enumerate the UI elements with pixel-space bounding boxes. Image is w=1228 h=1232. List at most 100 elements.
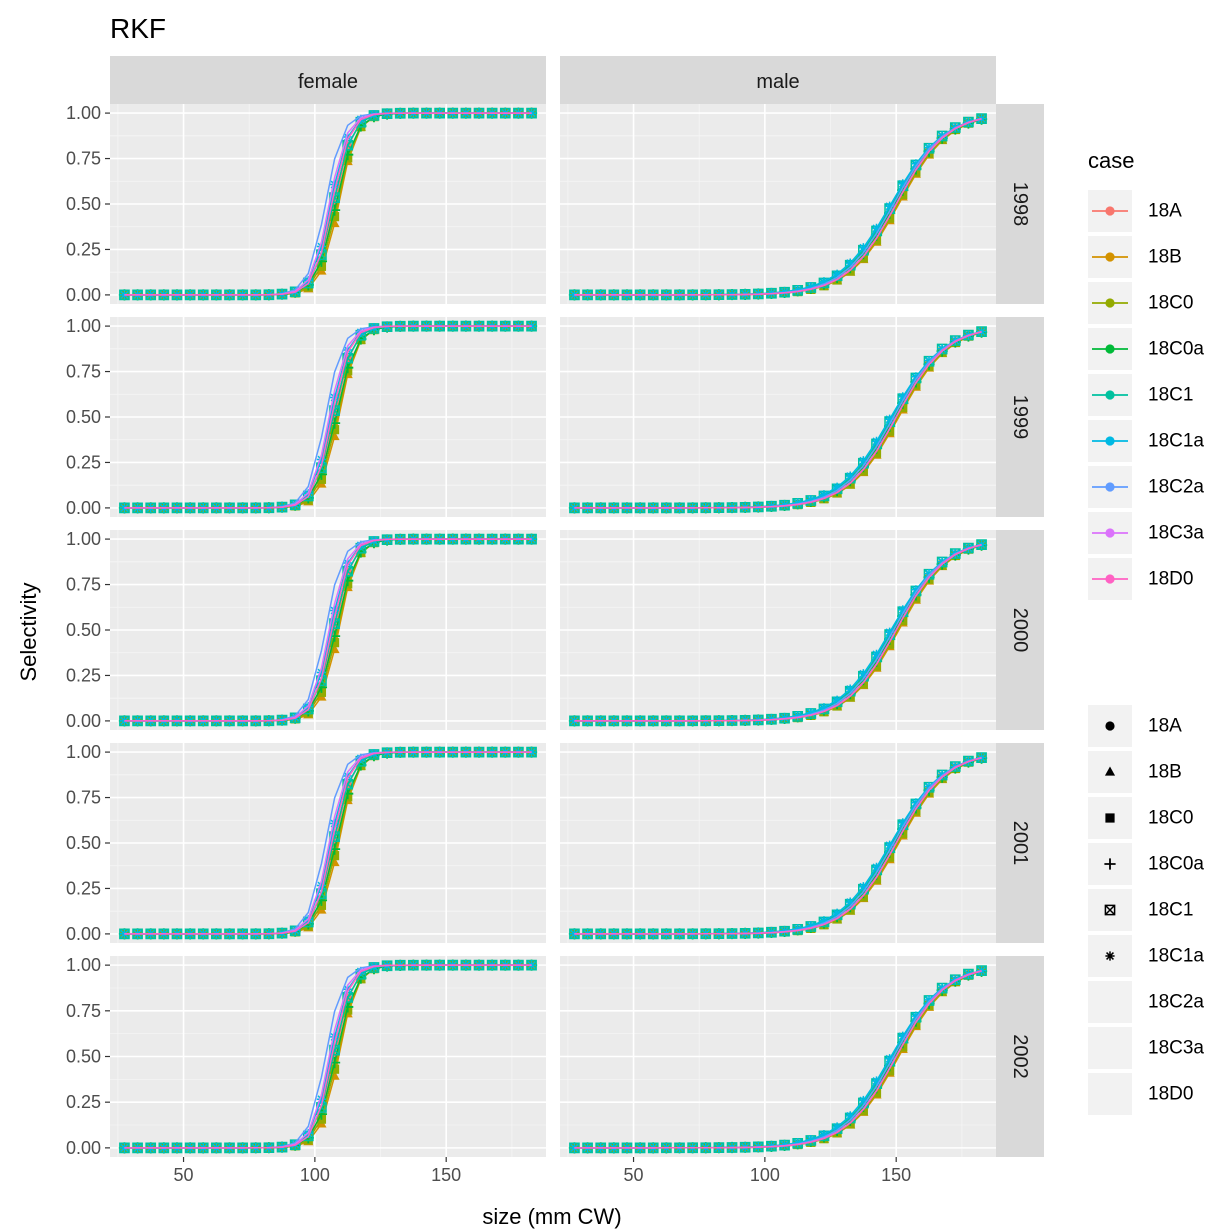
legend-key-bg xyxy=(1088,1073,1132,1115)
legend-color-label-18C1: 18C1 xyxy=(1148,385,1193,406)
y-tick-label: 1.00 xyxy=(66,529,101,549)
data-point-18C1a xyxy=(832,1122,842,1132)
data-point-18C1a xyxy=(806,282,816,292)
legend-color-point-18A xyxy=(1105,206,1115,216)
chart-title: RKF xyxy=(110,13,166,44)
y-tick-label: 0.50 xyxy=(66,407,101,427)
legend-shape-label-18C3a: 18C3a xyxy=(1148,1038,1204,1059)
y-tick-label: 0.25 xyxy=(66,239,101,259)
data-point-18C1a xyxy=(924,782,934,792)
data-point-18C1a xyxy=(911,798,921,808)
data-point-18C1a xyxy=(885,201,895,211)
y-tick-label: 0.75 xyxy=(66,362,101,382)
data-point-18C0 xyxy=(329,212,340,222)
data-point-18C1a xyxy=(871,1076,882,1086)
facet-label-2001: 2001 xyxy=(1009,821,1031,866)
y-tick-label: 0.00 xyxy=(66,498,101,518)
facet-strip-2001 xyxy=(996,743,1044,943)
data-point-18C1a xyxy=(871,436,882,446)
y-tick-label: 1.00 xyxy=(66,103,101,123)
legend-shape-label-18D0: 18D0 xyxy=(1148,1084,1193,1105)
data-point-18C0 xyxy=(329,638,340,648)
data-point-18C1a xyxy=(806,495,816,505)
data-point-18C1a xyxy=(793,924,803,934)
facet-label-2002: 2002 xyxy=(1009,1034,1031,1079)
data-point-18C1a xyxy=(793,285,803,295)
legend-shape-label-18C1: 18C1 xyxy=(1148,900,1193,921)
y-tick-label: 1.00 xyxy=(66,955,101,975)
series-line-18D0 xyxy=(574,330,982,509)
data-point-18C1a xyxy=(819,916,829,926)
data-point-18C1a xyxy=(898,818,908,828)
data-point-18C1a xyxy=(793,1138,803,1148)
data-point-18C1a xyxy=(832,908,842,918)
data-point-18C1a xyxy=(819,277,829,287)
legend-shape-18C0a xyxy=(1104,858,1116,870)
series-line-18D0 xyxy=(574,543,982,722)
legend-color-label-18A: 18A xyxy=(1148,201,1182,222)
data-point-18C0 xyxy=(329,1064,340,1074)
facet-strip-1999 xyxy=(996,317,1044,517)
data-point-18C1a xyxy=(924,356,934,366)
panel-female-2001: 0.00 0.25 0.50 0.75 1.00 xyxy=(66,742,546,944)
panel-female-2000: 0.00 0.25 0.50 0.75 1.00 xyxy=(66,529,546,731)
data-point-18C1a xyxy=(885,627,895,637)
series-line-18D0 xyxy=(124,112,532,296)
data-point-18C1a xyxy=(845,258,855,268)
facet-label-1999: 1999 xyxy=(1009,395,1031,440)
panel-female-2002: 0.00 0.25 0.50 0.75 1.00 50 100 150 xyxy=(66,955,546,1185)
data-point-18C1a xyxy=(858,669,868,679)
data-point-18C1a xyxy=(898,605,908,615)
x-tick-label: 50 xyxy=(174,1165,194,1185)
legend-shape-18C1 xyxy=(1104,904,1116,916)
data-point-18C1a xyxy=(871,223,882,233)
panel-male-2001 xyxy=(560,743,996,943)
facet-strip-2000 xyxy=(996,530,1044,730)
panel-male-2002: 50 100 150 xyxy=(560,956,996,1185)
legend-shape-18C1a xyxy=(1105,951,1115,961)
legend-color-point-18C1a xyxy=(1105,436,1115,446)
data-point-18C1a xyxy=(343,984,353,994)
y-tick-label: 0.00 xyxy=(66,924,101,944)
y-tick-label: 0.00 xyxy=(66,285,101,305)
legend-key-bg xyxy=(1088,981,1132,1023)
y-tick-label: 1.00 xyxy=(66,742,101,762)
legend-color-point-18C0 xyxy=(1105,298,1115,308)
data-point-18C1a xyxy=(858,243,868,253)
legend-title: case xyxy=(1088,148,1134,173)
legend-shape-label-18C0: 18C0 xyxy=(1148,808,1193,829)
legend-shape-label-18C0a: 18C0a xyxy=(1148,854,1204,875)
y-tick-label: 0.25 xyxy=(66,452,101,472)
series-line-18D0 xyxy=(124,751,532,935)
data-point-18C1a xyxy=(329,605,340,616)
data-point-18C1a xyxy=(898,392,908,402)
legend-color-point-18C2a xyxy=(1105,482,1115,492)
data-point-18C1a xyxy=(845,897,855,907)
panel-male-2000 xyxy=(560,530,996,730)
legend-color-label-18C1a: 18C1a xyxy=(1148,431,1204,452)
legend-color-label-18C0: 18C0 xyxy=(1148,293,1193,314)
legend-color-label-18B: 18B xyxy=(1148,247,1182,268)
data-point-18C1a xyxy=(898,1031,908,1041)
data-point-18C1a xyxy=(885,1054,895,1064)
y-tick-label: 0.00 xyxy=(66,711,101,731)
data-point-18C1a xyxy=(329,1032,340,1042)
facet-strip-male xyxy=(560,56,996,104)
legend-shape-label-18B: 18B xyxy=(1148,762,1182,783)
legend-color-label-18C2a: 18C2a xyxy=(1148,477,1204,498)
y-axis-label: Selectivity xyxy=(16,582,41,681)
facet-strip-female xyxy=(110,56,546,104)
data-point-18C1a xyxy=(329,392,340,403)
data-point-18C1a xyxy=(779,1140,790,1150)
facet-panels: female male199819992000200120020.000.250.… xyxy=(66,56,1044,1185)
data-point-18C1a xyxy=(806,921,816,931)
series-line-18D0 xyxy=(574,970,982,1149)
data-point-18C1a xyxy=(885,414,895,424)
data-point-18C1a xyxy=(316,241,327,252)
x-axis-label: size (mm CW) xyxy=(482,1204,621,1229)
data-point-18C1a xyxy=(911,159,921,169)
data-point-18C1a xyxy=(832,269,842,279)
facet-label-2000: 2000 xyxy=(1009,608,1031,653)
legend-shape-label-18A: 18A xyxy=(1148,716,1182,737)
data-point-18C1a xyxy=(316,880,327,891)
